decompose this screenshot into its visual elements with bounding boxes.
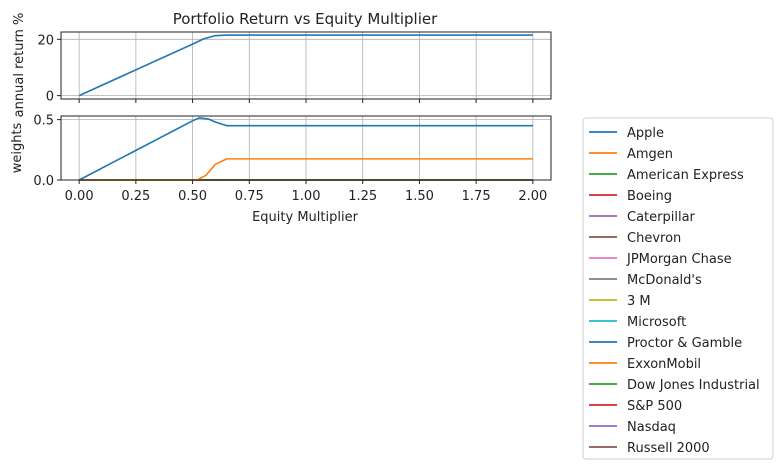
legend-items: Apple Amgen American Express Boeing Caterpil… bbox=[589, 126, 760, 456]
legend-label-microsoft: Microsoft bbox=[627, 315, 686, 330]
bottom-panel: 0.0 0.5 0.00 0.25 0.50 0.75 1.00 1.25 1.50 1.75 2… bbox=[10, 114, 552, 225]
top-lines bbox=[78, 34, 533, 97]
x-tick-label: 0.25 bbox=[121, 189, 150, 204]
top-panel: 0 20 annual return % bbox=[12, 13, 552, 118]
top-y-tick-label: 0 bbox=[46, 90, 54, 105]
x-tick-label: 1.00 bbox=[292, 189, 321, 204]
legend-label-apple: Apple bbox=[627, 126, 664, 141]
x-tick-label: 0.75 bbox=[235, 189, 264, 204]
legend-label-mcdonald-s: McDonald's bbox=[627, 273, 702, 288]
legend-label-jpmorgan-chase: JPMorgan Chase bbox=[626, 252, 732, 267]
bottom-y-axis-label: weights bbox=[10, 122, 25, 173]
series-line-apple bbox=[78, 117, 533, 181]
legend-label-amgen: Amgen bbox=[627, 147, 673, 162]
x-tick-label: 0.50 bbox=[178, 189, 207, 204]
x-tick-label: 1.25 bbox=[348, 189, 377, 204]
x-axis-label: Equity Multiplier bbox=[252, 210, 358, 225]
legend-label-exxonmobil: ExxonMobil bbox=[627, 357, 701, 372]
legend-label-chevron: Chevron bbox=[627, 231, 681, 246]
top-grid bbox=[61, 32, 551, 99]
legend-label-s-p-500: S&P 500 bbox=[627, 399, 682, 414]
top-x-ticks bbox=[78, 99, 534, 103]
bottom-y-tick-label: 0.5 bbox=[33, 114, 54, 129]
legend-label-russell-2000: Russell 2000 bbox=[627, 441, 710, 456]
legend-label-3-m: 3 M bbox=[627, 294, 651, 309]
top-y-ticks: 0 20 bbox=[37, 33, 61, 105]
chart-title: Portfolio Return vs Equity Multiplier bbox=[173, 10, 438, 28]
bottom-y-tick-label: 0.0 bbox=[33, 174, 54, 189]
top-series-line bbox=[78, 34, 533, 97]
bottom-y-ticks: 0.0 0.5 bbox=[33, 114, 61, 189]
legend: Apple Amgen American Express Boeing Caterpil… bbox=[582, 117, 774, 460]
legend-label-proctor-gamble: Proctor & Gamble bbox=[627, 336, 742, 351]
legend-label-nasdaq: Nasdaq bbox=[627, 420, 676, 435]
bottom-x-ticks: 0.00 0.25 0.50 0.75 1.00 1.25 1.50 1.75 2.00 bbox=[65, 180, 547, 204]
top-y-axis-label: annual return % bbox=[12, 13, 27, 118]
legend-label-caterpillar: Caterpillar bbox=[627, 210, 696, 225]
legend-box bbox=[582, 117, 774, 460]
x-tick-label: 0.00 bbox=[65, 189, 94, 204]
top-y-tick-label: 20 bbox=[37, 33, 54, 48]
x-tick-label: 1.75 bbox=[462, 189, 491, 204]
x-tick-label: 1.50 bbox=[405, 189, 434, 204]
legend-label-boeing: Boeing bbox=[627, 189, 672, 204]
legend-label-american-express: American Express bbox=[627, 168, 744, 183]
x-tick-label: 2.00 bbox=[518, 189, 547, 204]
legend-label-dow-jones-industrial: Dow Jones Industrial bbox=[627, 378, 760, 393]
